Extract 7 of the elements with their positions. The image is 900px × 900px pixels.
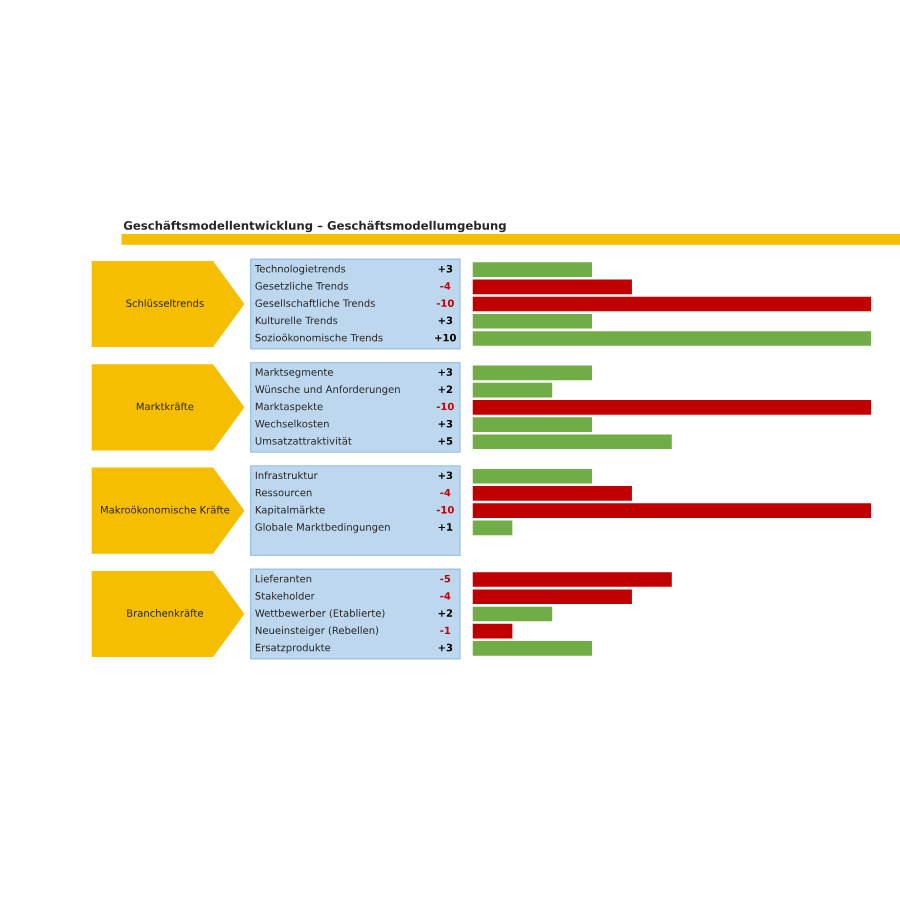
bar (472, 606, 553, 622)
bar (472, 262, 593, 277)
bar (472, 520, 513, 536)
bar (472, 641, 593, 656)
bar (472, 623, 513, 639)
bar (472, 468, 593, 484)
bar (472, 400, 872, 415)
